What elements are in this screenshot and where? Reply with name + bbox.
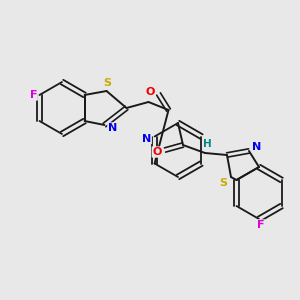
Text: N: N [142,134,151,143]
Text: O: O [146,87,155,97]
Text: H: H [202,139,211,149]
Text: N: N [252,142,262,152]
Text: S: S [103,78,112,88]
Text: F: F [257,220,265,230]
Text: F: F [30,90,37,100]
Text: S: S [219,178,227,188]
Text: H: H [145,88,154,98]
Text: O: O [152,147,162,157]
Text: N: N [108,123,117,133]
